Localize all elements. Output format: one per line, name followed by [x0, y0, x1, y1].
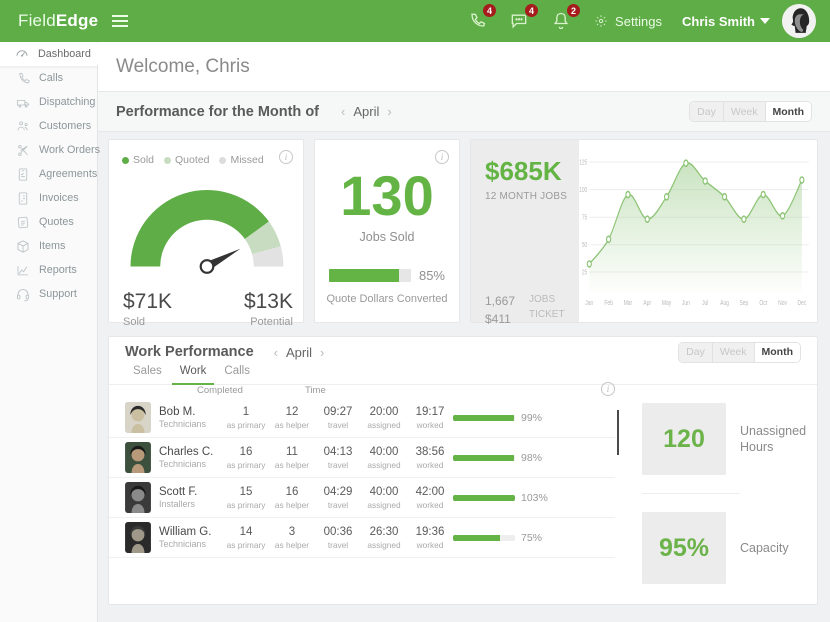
svg-text:Jan: Jan	[585, 299, 593, 307]
svg-text:Oct: Oct	[759, 299, 767, 307]
svg-text:Sep: Sep	[739, 299, 748, 307]
svg-text:Mar: Mar	[624, 299, 632, 307]
svg-text:75: 75	[582, 215, 588, 222]
svg-text:125: 125	[579, 160, 588, 167]
svg-text:May: May	[662, 299, 672, 307]
svg-text:Dec: Dec	[797, 299, 806, 307]
svg-text:Aug: Aug	[720, 299, 729, 307]
svg-text:100: 100	[579, 187, 588, 194]
svg-text:50: 50	[582, 242, 588, 249]
svg-text:Apr: Apr	[643, 299, 651, 307]
svg-text:Jun: Jun	[682, 299, 690, 307]
svg-text:25: 25	[582, 270, 588, 277]
svg-text:Jul: Jul	[702, 299, 708, 307]
svg-text:Nov: Nov	[778, 299, 787, 307]
svg-text:Feb: Feb	[604, 299, 613, 307]
